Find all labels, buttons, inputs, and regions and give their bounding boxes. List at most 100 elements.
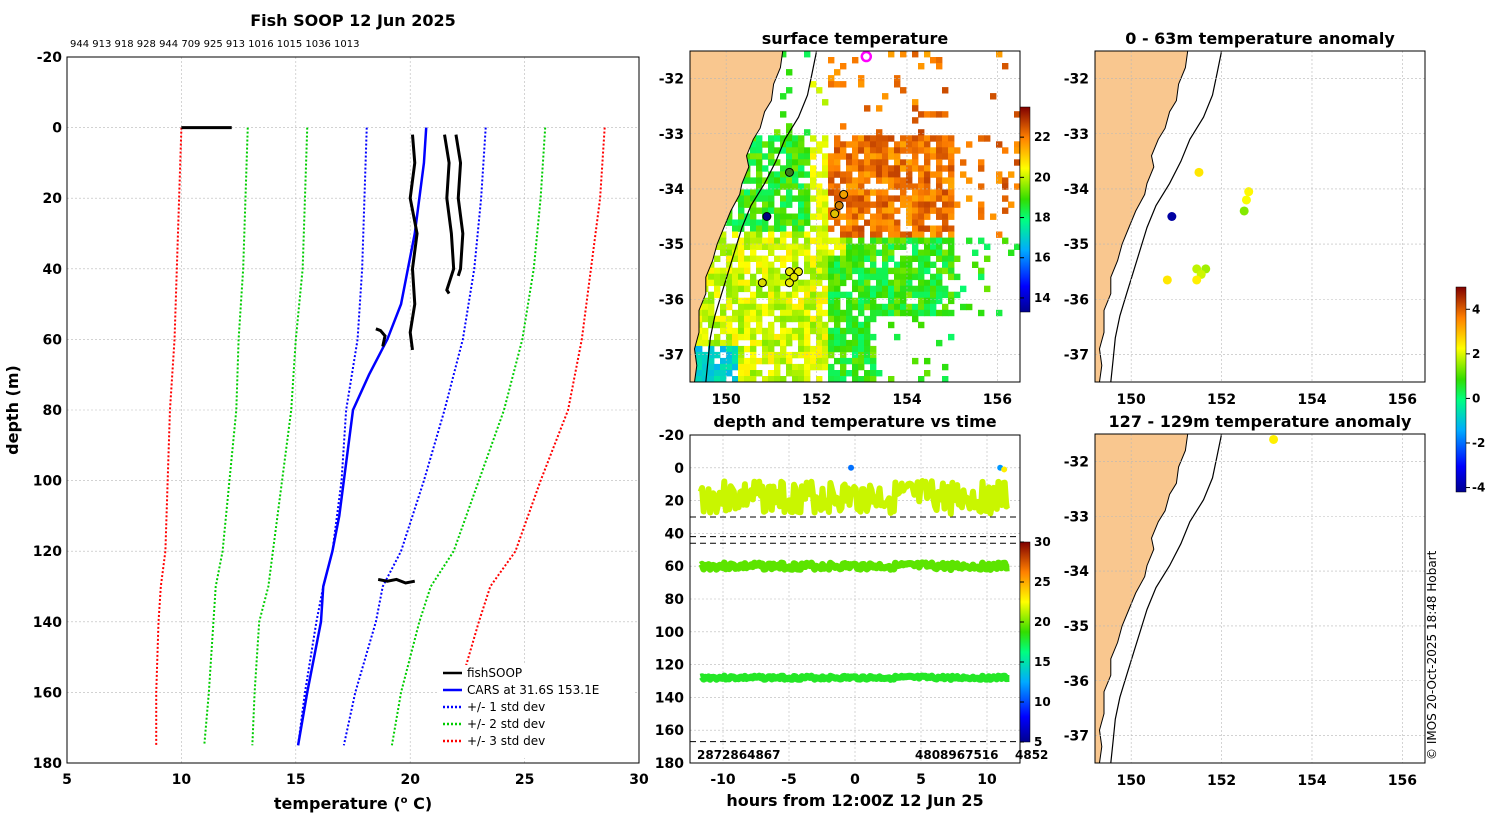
sst-pixel [804, 249, 811, 256]
sst-pixel [804, 129, 811, 136]
sst-pixel [798, 165, 805, 172]
sst-pixel [726, 243, 733, 250]
sst-pixel [834, 291, 841, 299]
anom-upper-land [1095, 51, 1189, 382]
sst-pixel [840, 273, 847, 281]
sst-pixel [774, 370, 781, 377]
ts-ytick-label: 120 [655, 658, 684, 674]
sst-pixel [798, 135, 805, 142]
sst-pixel [744, 153, 751, 160]
sst-pixel [804, 255, 811, 262]
sst-pixel [930, 291, 937, 299]
sst-pixel [816, 321, 823, 329]
sst-pixel [756, 165, 763, 172]
sst-pixel [702, 363, 709, 371]
sst-pixel [792, 159, 799, 166]
sst-pixel [828, 267, 835, 275]
sst-pixel [846, 201, 853, 208]
sst-pixel [882, 159, 889, 166]
sst-pixel [708, 339, 715, 347]
map-xtick-label: 152 [1207, 392, 1236, 408]
sst-pixel [720, 315, 727, 323]
sst-pixel [930, 147, 937, 154]
sst-pixel [840, 147, 847, 154]
sst-pixel [942, 303, 949, 311]
sst-pixel [942, 225, 949, 232]
sst-pixel [900, 135, 907, 142]
sst-pixel [828, 165, 835, 172]
sst-pixel [942, 87, 949, 94]
sst-pixel [942, 207, 949, 214]
sst-pixel [924, 207, 931, 214]
sst-pixel [738, 255, 745, 262]
sst-pixel [822, 201, 829, 208]
profile-ylabel: depth (m) [3, 365, 22, 455]
sst-pixel [882, 195, 889, 202]
sst-pixel [744, 303, 751, 311]
sst-pixel [786, 243, 793, 250]
sst-pixel [738, 327, 745, 335]
anom-upper-title: 0 - 63m temperature anomaly [1125, 29, 1395, 48]
sst-pixel [888, 177, 895, 184]
sst-pixel [924, 285, 931, 293]
sst-pixel [696, 363, 703, 371]
sst-pixel [756, 243, 763, 250]
sst-pixel [798, 201, 805, 208]
anom-upper-point [1239, 206, 1249, 216]
sst-pixel [834, 333, 841, 341]
sst-pixel [828, 297, 835, 305]
sst-pixel [834, 285, 841, 293]
profile-xtick-label: 20 [400, 772, 420, 788]
sst-pixel [858, 195, 865, 202]
ts-annotation-right: 4852 [1015, 748, 1048, 762]
sst-pixel [870, 225, 877, 232]
sst-pixel [816, 237, 823, 244]
sst-pixel [918, 147, 925, 154]
sst-pixel [846, 327, 853, 335]
sst-pixel [780, 345, 787, 353]
sst-pixel [918, 303, 925, 311]
map-ytick-label: -32 [1064, 454, 1089, 470]
sst-pixel [906, 201, 913, 208]
sst-pixel [822, 345, 829, 353]
ts-series [690, 464, 1020, 743]
ts-ytick-label: 40 [665, 526, 685, 542]
sst-pixel [900, 165, 907, 172]
sst-pixel [816, 309, 823, 317]
sst-pixel [732, 285, 739, 293]
sst-pixel [978, 237, 985, 244]
sst-pixel [948, 273, 955, 281]
sst-pixel [912, 309, 919, 317]
sst-pixel [786, 363, 793, 371]
sst-pixel [846, 219, 853, 226]
sst-pixel [906, 219, 913, 226]
sst-pixel [696, 351, 703, 359]
sst-pixel [762, 261, 769, 268]
sst-pixel [900, 267, 907, 275]
fish-profile-line [443, 134, 456, 295]
sst-pixel [786, 219, 793, 226]
sst-pixel [930, 279, 937, 287]
sst-pixel [774, 189, 781, 196]
map-ytick-label: -34 [659, 182, 685, 198]
sst-pixel [792, 261, 799, 268]
sst-pixel [936, 237, 943, 244]
sst-pixel [756, 309, 763, 317]
sst-pixel [768, 195, 775, 202]
sst-pixel [732, 363, 739, 371]
sst-pixel [858, 231, 865, 238]
sst-pixel [852, 255, 859, 262]
sst-pixel [990, 93, 997, 100]
sst-pixel [840, 261, 847, 268]
sst-pixel [840, 363, 847, 371]
sst-pixel [780, 51, 787, 58]
sst-pixel [792, 165, 799, 172]
sst-pixel [900, 231, 907, 238]
sst-pixel [798, 297, 805, 305]
sst-pixel [828, 183, 835, 190]
map-ytick-label: -36 [659, 292, 684, 308]
sst-pixel [786, 339, 793, 347]
sst-pixel [804, 189, 811, 196]
sst-pixel [768, 159, 775, 166]
sst-pixel [774, 225, 781, 232]
